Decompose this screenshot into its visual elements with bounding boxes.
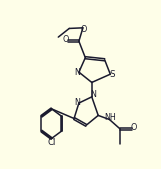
Text: Cl: Cl <box>47 138 55 147</box>
Text: O: O <box>80 25 86 34</box>
Text: N: N <box>90 90 96 99</box>
Text: O: O <box>63 35 69 44</box>
Text: S: S <box>109 70 115 79</box>
Text: N: N <box>74 68 80 77</box>
Text: N: N <box>74 98 80 106</box>
Text: NH: NH <box>104 113 116 122</box>
Text: O: O <box>131 123 137 132</box>
